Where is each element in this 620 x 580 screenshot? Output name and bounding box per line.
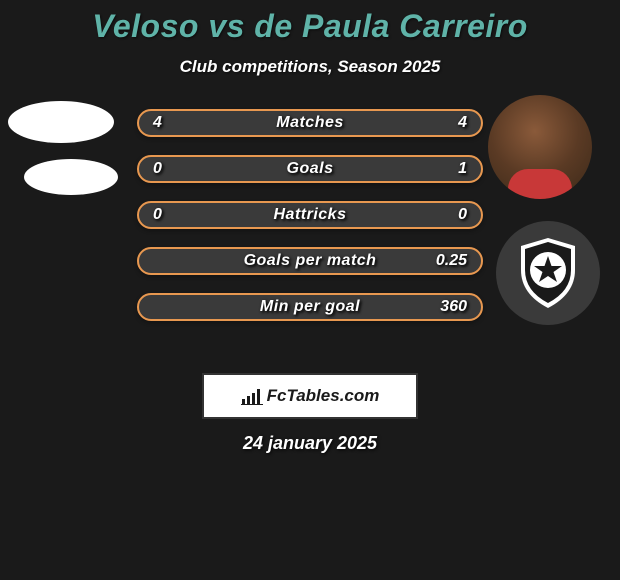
stat-row: Goals per match 0.25 [137,247,483,275]
stat-right-value: 0.25 [436,252,467,270]
player-left-avatar [8,101,114,143]
branding-text: FcTables.com [267,386,380,406]
page-title: Veloso vs de Paula Carreiro [0,8,620,45]
branding-box[interactable]: FcTables.com [202,373,418,419]
stat-left-value: 0 [153,160,162,178]
stat-left-value: 0 [153,206,162,224]
stat-right-value: 0 [458,206,467,224]
date-text: 24 january 2025 [0,433,620,454]
stat-label: Min per goal [260,298,360,316]
comparison-card: Veloso vs de Paula Carreiro Club competi… [0,0,620,454]
stat-left-value: 4 [153,114,162,132]
stats-area: 4 Matches 4 0 Goals 1 0 Hattricks 0 Goal… [0,109,620,369]
stat-row: Min per goal 360 [137,293,483,321]
page-subtitle: Club competitions, Season 2025 [0,57,620,77]
stat-label: Matches [276,114,344,132]
stat-row: 4 Matches 4 [137,109,483,137]
shield-star-icon [515,236,581,310]
player-right-avatar [488,95,592,199]
stat-rows: 4 Matches 4 0 Goals 1 0 Hattricks 0 Goal… [137,109,483,339]
chart-icon [241,387,263,405]
stat-right-value: 4 [458,114,467,132]
team-left-badge [24,159,118,195]
team-right-badge [496,221,600,325]
stat-row: 0 Hattricks 0 [137,201,483,229]
stat-label: Goals per match [244,252,377,270]
stat-label: Hattricks [274,206,347,224]
stat-right-value: 360 [440,298,467,316]
stat-row: 0 Goals 1 [137,155,483,183]
stat-label: Goals [287,160,334,178]
stat-right-value: 1 [458,160,467,178]
